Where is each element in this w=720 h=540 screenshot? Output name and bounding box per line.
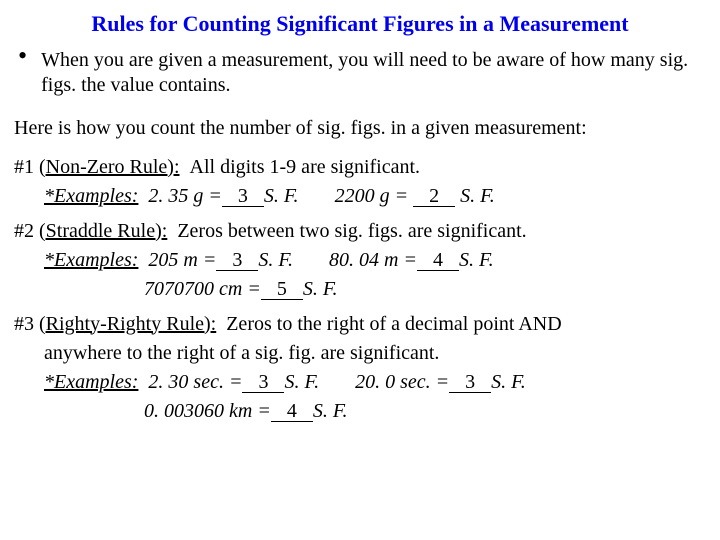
rule-1-ex-label: *Examples: [44, 185, 138, 207]
rule-2-ex3-ans: 5 [261, 280, 303, 300]
rule-2-examples: *Examples: 205 m =3S. F. 80. 04 m =4S. F… [44, 248, 706, 273]
page: Rules for Counting Significant Figures i… [0, 0, 720, 444]
bullet-dot-icon: • [14, 48, 41, 64]
rule-3-ex1-ans: 3 [242, 373, 284, 393]
rule-2-ex-label: *Examples: [44, 249, 138, 271]
rule-2-ex2-unit: S. F. [459, 249, 494, 271]
rule-3-examples: *Examples: 2. 30 sec. =3S. F. 20. 0 sec.… [44, 370, 706, 395]
rule-3-desc1: Zeros to the right of a decimal point AN… [226, 313, 561, 335]
rule-2: #2 (Straddle Rule): Zeros between two si… [14, 219, 706, 302]
rule-3-num: #3 [14, 313, 34, 335]
rule-3-ex2-lhs: 20. 0 sec. = [355, 371, 449, 393]
rule-1: #1 (Non-Zero Rule): All digits 1-9 are s… [14, 155, 706, 209]
lead-text: Here is how you count the number of sig.… [14, 116, 706, 141]
rule-1-num: #1 [14, 156, 34, 178]
rule-3-heading: #3 (Righty-Righty Rule): Zeros to the ri… [14, 312, 706, 337]
rule-1-desc: All digits 1-9 are significant. [190, 156, 421, 178]
rule-3-ex3-unit: S. F. [313, 400, 348, 422]
rule-3-ex1-lhs: 2. 30 sec. = [148, 371, 242, 393]
rule-2-name: (Straddle Rule): [39, 220, 167, 242]
rule-3-ex-label: *Examples: [44, 371, 138, 393]
rule-2-desc: Zeros between two sig. figs. are signifi… [177, 220, 526, 242]
rule-1-ex2-lhs: 2200 g = [335, 185, 409, 207]
rule-1-ex1-lhs: 2. 35 g = [148, 185, 222, 207]
intro-text: When you are given a measurement, you wi… [41, 48, 706, 98]
rule-1-name: (Non-Zero Rule): [39, 156, 180, 178]
rule-2-ex1-unit: S. F. [258, 249, 293, 271]
rule-2-num: #2 [14, 220, 34, 242]
rule-2-ex2-lhs: 80. 04 m = [329, 249, 417, 271]
page-title: Rules for Counting Significant Figures i… [14, 10, 706, 38]
rule-1-ex2-unit: S. F. [460, 185, 495, 207]
rule-3-ex3-lhs: 0. 003060 km = [144, 400, 271, 422]
rule-3-ex2-unit: S. F. [491, 371, 526, 393]
rule-2-ex1-ans: 3 [216, 251, 258, 271]
rule-3-ex2-ans: 3 [449, 373, 491, 393]
rule-3-ex1-unit: S. F. [284, 371, 319, 393]
rule-2-ex2-ans: 4 [417, 251, 459, 271]
rule-3-examples-line2: 0. 003060 km =4S. F. [144, 399, 706, 424]
rule-2-ex3-unit: S. F. [303, 278, 338, 300]
rule-2-ex3-lhs: 7070700 cm = [144, 278, 261, 300]
rule-2-heading: #2 (Straddle Rule): Zeros between two si… [14, 219, 706, 244]
rule-1-ex1-ans: 3 [222, 187, 264, 207]
rule-1-examples: *Examples: 2. 35 g =3S. F. 2200 g = 2 S.… [44, 184, 706, 209]
rule-3-name: (Righty-Righty Rule): [39, 313, 216, 335]
rule-2-examples-line2: 7070700 cm =5S. F. [144, 277, 706, 302]
rule-3-ex3-ans: 4 [271, 402, 313, 422]
rule-3-desc2: anywhere to the right of a sig. fig. are… [14, 341, 706, 366]
rule-2-ex1-lhs: 205 m = [148, 249, 216, 271]
rule-1-ex1-unit: S. F. [264, 185, 299, 207]
intro-bullet: • When you are given a measurement, you … [14, 48, 706, 98]
rule-3: #3 (Righty-Righty Rule): Zeros to the ri… [14, 312, 706, 424]
rule-1-ex2-ans: 2 [413, 187, 455, 207]
rule-1-heading: #1 (Non-Zero Rule): All digits 1-9 are s… [14, 155, 706, 180]
